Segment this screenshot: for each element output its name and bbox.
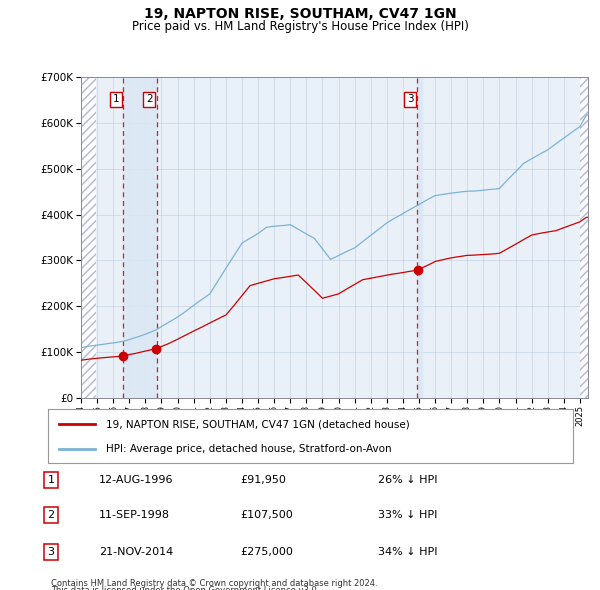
Text: 33% ↓ HPI: 33% ↓ HPI <box>378 510 437 520</box>
Text: 19, NAPTON RISE, SOUTHAM, CV47 1GN: 19, NAPTON RISE, SOUTHAM, CV47 1GN <box>143 7 457 21</box>
Text: 1: 1 <box>113 94 119 104</box>
Bar <box>81 77 96 398</box>
Text: This data is licensed under the Open Government Licence v3.0.: This data is licensed under the Open Gov… <box>51 586 319 590</box>
Bar <box>123 77 157 398</box>
Text: 3: 3 <box>47 548 55 557</box>
Text: 34% ↓ HPI: 34% ↓ HPI <box>378 548 437 557</box>
Text: 21-NOV-2014: 21-NOV-2014 <box>99 548 173 557</box>
Text: £91,950: £91,950 <box>240 475 286 484</box>
Text: £275,000: £275,000 <box>240 548 293 557</box>
Text: 3: 3 <box>407 94 413 104</box>
Text: £107,500: £107,500 <box>240 510 293 520</box>
Text: 11-SEP-1998: 11-SEP-1998 <box>99 510 170 520</box>
Bar <box>580 77 596 398</box>
Text: 19, NAPTON RISE, SOUTHAM, CV47 1GN (detached house): 19, NAPTON RISE, SOUTHAM, CV47 1GN (deta… <box>106 419 409 429</box>
Text: Price paid vs. HM Land Registry's House Price Index (HPI): Price paid vs. HM Land Registry's House … <box>131 20 469 33</box>
Text: 12-AUG-1996: 12-AUG-1996 <box>99 475 173 484</box>
Text: 2: 2 <box>47 510 55 520</box>
Bar <box>417 77 422 398</box>
Text: 1: 1 <box>47 475 55 484</box>
Text: HPI: Average price, detached house, Stratford-on-Avon: HPI: Average price, detached house, Stra… <box>106 444 391 454</box>
Text: 26% ↓ HPI: 26% ↓ HPI <box>378 475 437 484</box>
Text: Contains HM Land Registry data © Crown copyright and database right 2024.: Contains HM Land Registry data © Crown c… <box>51 579 377 588</box>
Text: 2: 2 <box>146 94 153 104</box>
